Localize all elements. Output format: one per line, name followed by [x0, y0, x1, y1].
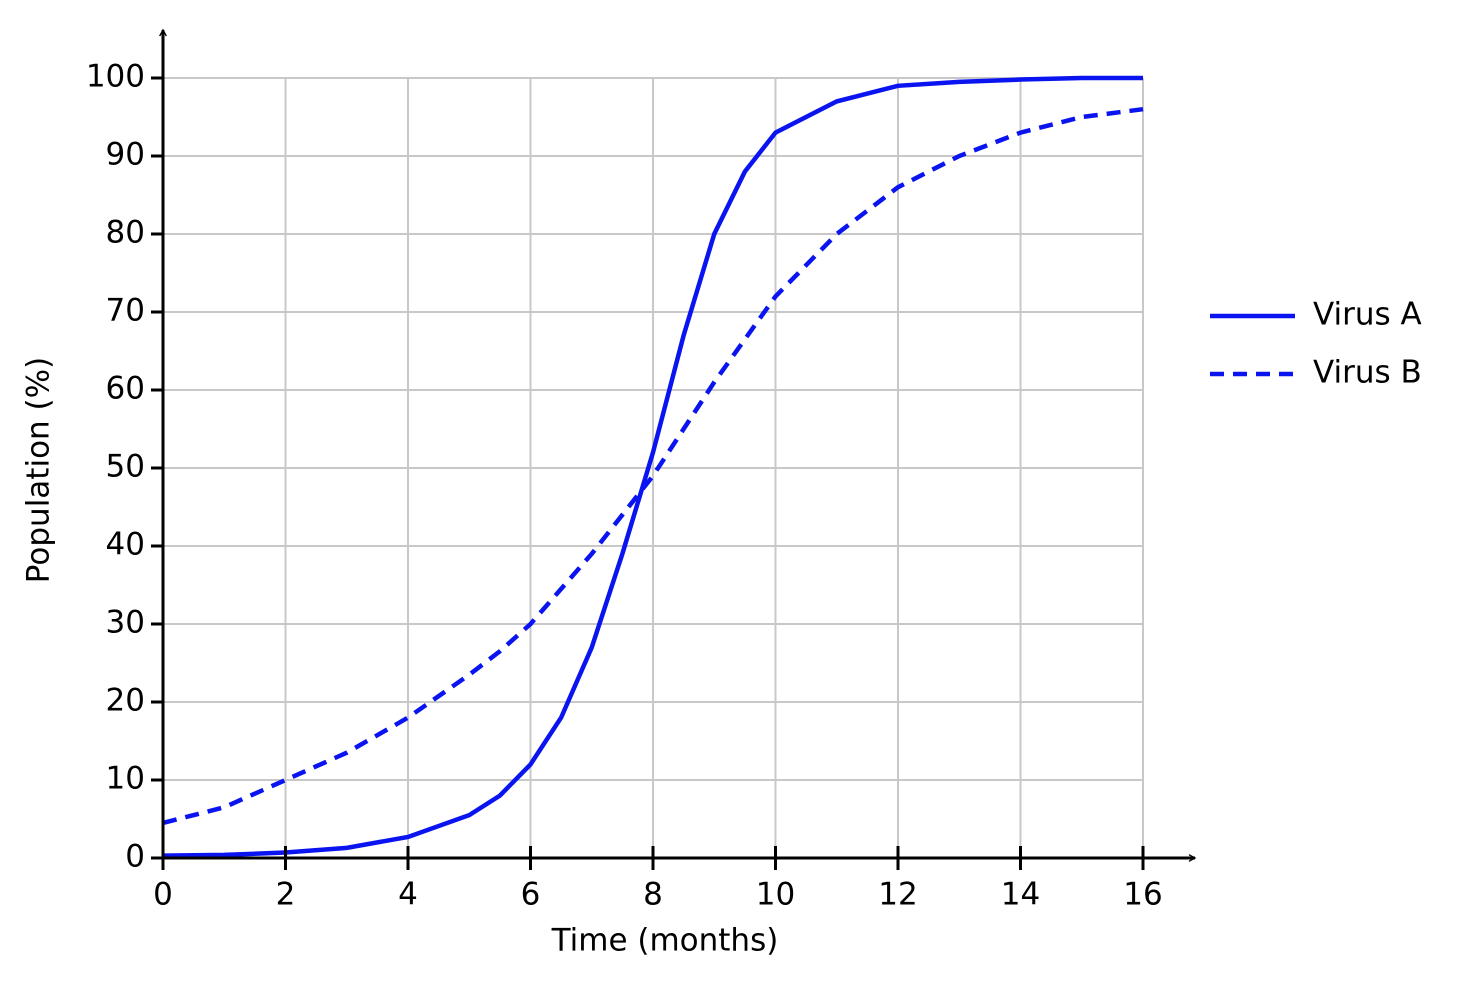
- x-tick-label: 2: [276, 877, 296, 913]
- y-tick-label: 10: [106, 761, 145, 797]
- series-line: [162, 75, 1143, 858]
- x-tick-label: 14: [1001, 877, 1040, 913]
- y-tick-label: 60: [106, 371, 145, 407]
- y-tick-label: 90: [106, 137, 145, 173]
- x-tick-label: 6: [521, 877, 541, 913]
- x-tick-label: 4: [398, 877, 418, 913]
- x-tick-label: 0: [153, 877, 173, 913]
- legend-label: Virus A: [1313, 297, 1422, 333]
- x-tick-label: 16: [1123, 877, 1162, 913]
- y-tick-label: 30: [106, 605, 145, 641]
- grid: [162, 77, 1144, 859]
- y-tick-label: 20: [106, 683, 145, 719]
- y-tick-label: 40: [106, 527, 145, 563]
- y-tick-label: 100: [86, 59, 145, 95]
- y-tick-label: 80: [106, 215, 145, 251]
- series-line: [162, 106, 1144, 826]
- y-tick-label: 50: [106, 449, 145, 485]
- legend-label: Virus B: [1313, 355, 1422, 391]
- y-tick-label: 70: [106, 293, 145, 329]
- x-tick-label: 8: [643, 877, 663, 913]
- plot-area: [162, 75, 1144, 858]
- y-tick-label: 0: [125, 839, 145, 875]
- x-axis-label: Time (months): [551, 923, 779, 959]
- y-axis-label: Population (%): [21, 357, 57, 583]
- x-tick-label: 12: [878, 877, 917, 913]
- x-tick-label: 10: [756, 877, 795, 913]
